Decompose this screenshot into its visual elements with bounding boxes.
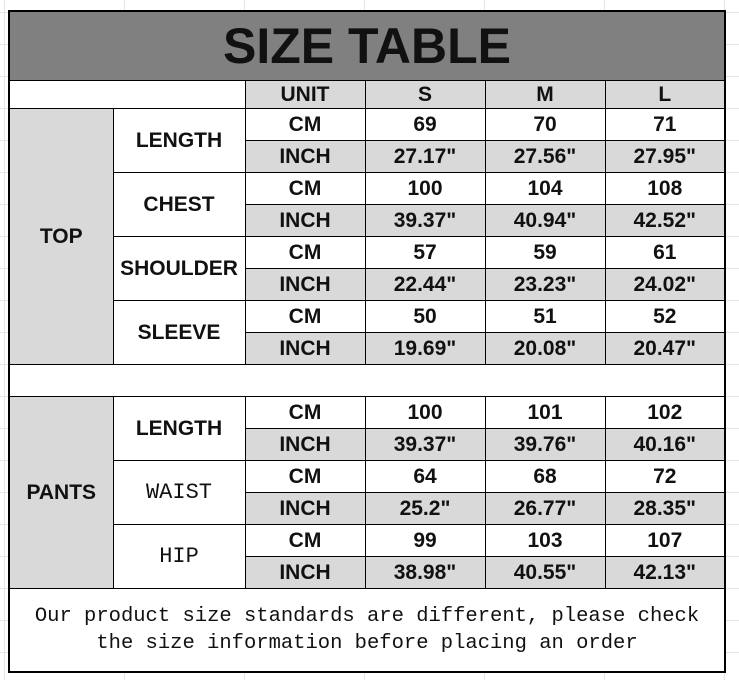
table-row: SLEEVE CM 50 51 52 <box>9 300 726 365</box>
unit-cell: INCH <box>244 268 366 301</box>
measure-label: CHEST <box>112 172 246 237</box>
table-row: PANTS LENGTH CM 100 101 102 <box>8 396 726 589</box>
value-cell: 103 <box>484 524 606 557</box>
table-row: INCH 25.2" 26.77" 28.35" <box>9 492 726 525</box>
measure-label: LENGTH <box>112 108 246 173</box>
value-cell: 100 <box>364 172 486 205</box>
unit-cell: INCH <box>244 204 366 237</box>
value-cell: 70 <box>484 108 606 141</box>
value-cell: 42.52" <box>604 204 726 237</box>
value-cell: 100 <box>364 396 486 429</box>
footer-line2: the size information before placing an o… <box>96 632 638 655</box>
value-cell: 51 <box>484 300 606 333</box>
measure-label: LENGTH <box>112 396 246 461</box>
value-cell: 38.98" <box>364 556 486 589</box>
header-blank <box>8 80 246 109</box>
table-row: INCH 39.37" 39.76" 40.16" <box>9 428 726 461</box>
value-cell: 22.44" <box>364 268 486 301</box>
table-row: INCH 38.98" 40.55" 42.13" <box>9 556 726 589</box>
value-cell: 27.56" <box>484 140 606 173</box>
spacer-cell <box>8 364 726 397</box>
unit-cell: CM <box>244 460 366 493</box>
unit-cell: INCH <box>244 428 366 461</box>
unit-cell: CM <box>244 172 366 205</box>
table-row: INCH 39.37" 40.94" 42.52" <box>9 204 726 237</box>
value-cell: 27.17" <box>364 140 486 173</box>
table-row: INCH 22.44" 23.23" 24.02" <box>9 268 726 301</box>
unit-cell: CM <box>244 300 366 333</box>
value-cell: 52 <box>604 300 726 333</box>
table-row: TOP LENGTH CM 69 70 71 <box>8 108 726 365</box>
header-size-s: S <box>364 80 486 109</box>
measure-label: WAIST <box>112 460 246 525</box>
table-row: INCH 27.17" 27.56" 27.95" <box>9 140 726 173</box>
unit-cell: INCH <box>244 556 366 589</box>
table-row: WAIST CM 64 68 72 <box>9 460 726 525</box>
value-cell: 50 <box>364 300 486 333</box>
value-cell: 20.47" <box>604 332 726 365</box>
value-cell: 25.2" <box>364 492 486 525</box>
value-cell: 71 <box>604 108 726 141</box>
unit-cell: CM <box>244 108 366 141</box>
value-cell: 107 <box>604 524 726 557</box>
measure-label: SLEEVE <box>112 300 246 365</box>
value-cell: 68 <box>484 460 606 493</box>
value-cell: 99 <box>364 524 486 557</box>
value-cell: 40.16" <box>604 428 726 461</box>
unit-cell: INCH <box>244 140 366 173</box>
value-cell: 39.37" <box>364 204 486 237</box>
measure-label: SHOULDER <box>112 236 246 301</box>
value-cell: 28.35" <box>604 492 726 525</box>
value-cell: 27.95" <box>604 140 726 173</box>
value-cell: 23.23" <box>484 268 606 301</box>
value-cell: 24.02" <box>604 268 726 301</box>
table-row: SHOULDER CM 57 59 61 <box>9 236 726 301</box>
value-cell: 19.69" <box>364 332 486 365</box>
value-cell: 69 <box>364 108 486 141</box>
value-cell: 61 <box>604 236 726 269</box>
table-row: CHEST CM 100 104 108 <box>9 172 726 237</box>
value-cell: 108 <box>604 172 726 205</box>
measure-label: HIP <box>112 524 246 589</box>
header-unit: UNIT <box>244 80 366 109</box>
value-cell: 40.55" <box>484 556 606 589</box>
unit-cell: INCH <box>244 332 366 365</box>
table-title: SIZE TABLE <box>8 10 726 81</box>
size-table: SIZE TABLE UNIT S M L TOP LENGTH CM 69 70 71 I… <box>8 10 726 673</box>
value-cell: 39.76" <box>484 428 606 461</box>
value-cell: 104 <box>484 172 606 205</box>
value-cell: 26.77" <box>484 492 606 525</box>
spacer-row <box>8 364 726 397</box>
value-cell: 57 <box>364 236 486 269</box>
table-row: INCH 19.69" 20.08" 20.47" <box>9 332 726 365</box>
footer-line1: Our product size standards are different… <box>34 605 700 628</box>
header-size-l: L <box>604 80 726 109</box>
value-cell: 101 <box>484 396 606 429</box>
value-cell: 39.37" <box>364 428 486 461</box>
footer-row: Our product size standards are different… <box>8 588 726 673</box>
unit-cell: CM <box>244 236 366 269</box>
value-cell: 59 <box>484 236 606 269</box>
section-label: TOP <box>8 108 114 365</box>
value-cell: 42.13" <box>604 556 726 589</box>
value-cell: 20.08" <box>484 332 606 365</box>
footer-note: Our product size standards are different… <box>8 588 726 673</box>
value-cell: 40.94" <box>484 204 606 237</box>
value-cell: 64 <box>364 460 486 493</box>
value-cell: 102 <box>604 396 726 429</box>
header-size-m: M <box>484 80 606 109</box>
section-label: PANTS <box>8 396 114 589</box>
unit-cell: CM <box>244 396 366 429</box>
header-row: UNIT S M L <box>8 80 726 109</box>
value-cell: 72 <box>604 460 726 493</box>
table-row: HIP CM 99 103 107 <box>9 524 726 589</box>
unit-cell: INCH <box>244 492 366 525</box>
unit-cell: CM <box>244 524 366 557</box>
